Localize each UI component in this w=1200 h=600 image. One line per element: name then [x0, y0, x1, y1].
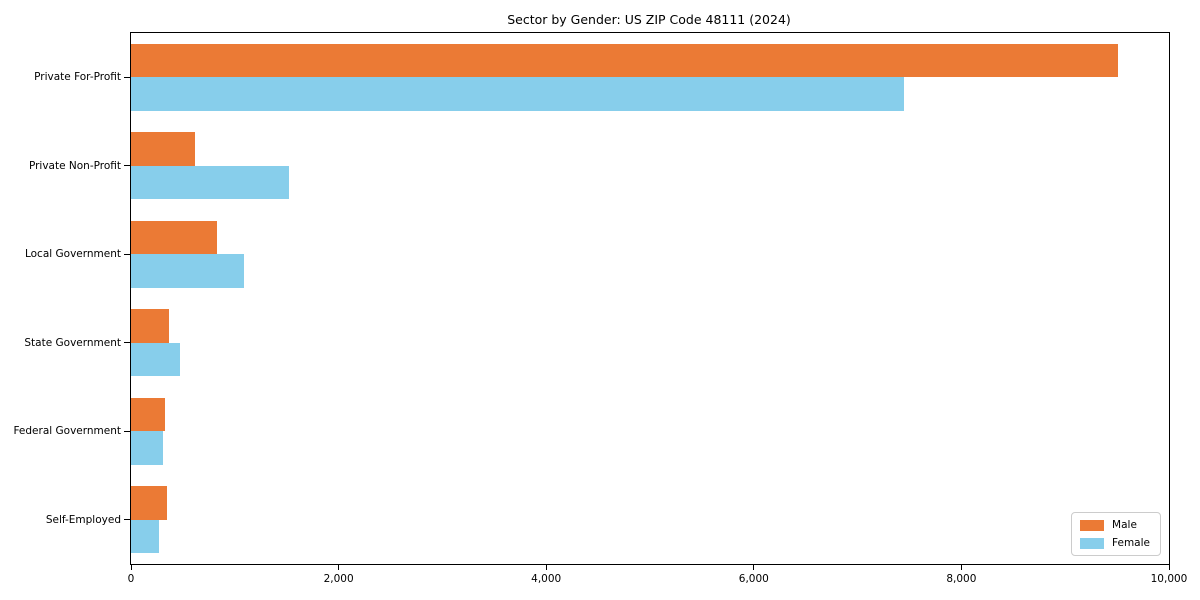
category-label: State Government — [24, 336, 121, 349]
x-tick-mark — [130, 564, 132, 570]
x-tick-mark — [545, 564, 547, 570]
bar-male-4 — [131, 397, 166, 432]
x-tick-label: 6,000 — [738, 573, 769, 585]
y-tick-mark — [124, 430, 130, 432]
bar-female-2 — [131, 254, 245, 288]
legend-label: Female — [1112, 537, 1150, 549]
legend-label: Male — [1112, 519, 1137, 531]
x-tick-mark — [753, 564, 755, 570]
legend-swatch — [1080, 519, 1105, 531]
y-tick-mark — [124, 342, 130, 344]
category-label: Private For-Profit — [34, 71, 121, 84]
x-tick-mark — [338, 564, 340, 570]
legend: Male Female — [1071, 512, 1161, 556]
bar-male-1 — [131, 132, 196, 166]
x-tick-label: 2,000 — [323, 573, 354, 585]
x-tick-label: 8,000 — [946, 573, 977, 585]
y-tick-mark — [124, 76, 130, 78]
legend-entry-male: Male — [1080, 519, 1150, 531]
bar-female-1 — [131, 165, 289, 200]
x-tick-label: 4,000 — [531, 573, 562, 585]
bar-male-2 — [131, 220, 218, 255]
legend-swatch — [1080, 537, 1105, 549]
x-tick-mark — [1168, 564, 1170, 570]
x-tick-label: 0 — [127, 573, 135, 585]
legend-entry-female: Female — [1080, 537, 1150, 549]
bar-male-3 — [131, 309, 170, 343]
category-label: Self-Employed — [45, 513, 121, 526]
bar-male-0 — [131, 43, 1119, 78]
bar-female-5 — [131, 519, 160, 554]
plot-area: Male Female Private For-Profit Private No… — [13, 32, 1187, 585]
chart-title: Sector by Gender: US ZIP Code 48111 (202… — [507, 12, 791, 27]
y-tick-mark — [124, 519, 130, 521]
bar-male-5 — [131, 486, 168, 520]
bar-female-3 — [131, 342, 180, 377]
bar-female-4 — [131, 431, 164, 465]
y-tick-mark — [124, 165, 130, 167]
category-label: Local Government — [24, 248, 121, 261]
category-label: Private Non-Profit — [28, 159, 121, 172]
x-tick-label: 10,000 — [1150, 573, 1188, 585]
x-tick-mark — [960, 564, 962, 570]
category-label: Federal Government — [13, 425, 121, 438]
y-tick-mark — [124, 253, 130, 255]
bar-female-0 — [131, 77, 905, 111]
